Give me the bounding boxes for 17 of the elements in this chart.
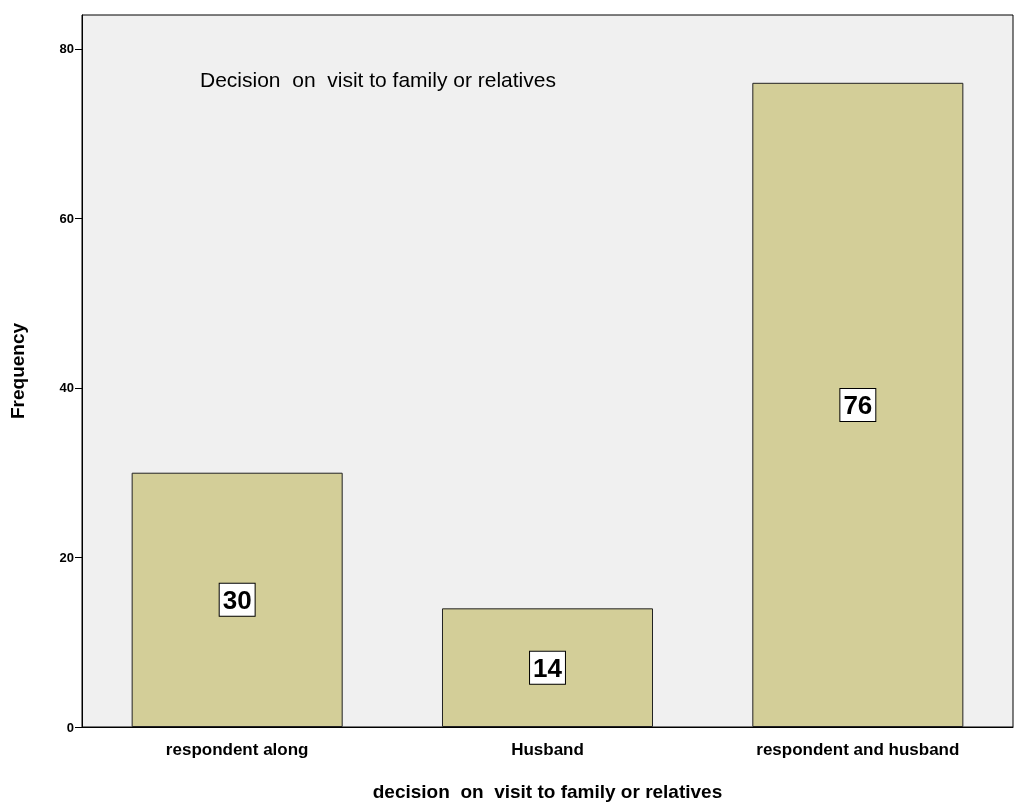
x-axis-title: decision on visit to family or relatives [372, 781, 723, 802]
data-label: 14 [533, 652, 563, 683]
bar [441, 608, 654, 727]
y-axis-title: Frequency [7, 322, 28, 420]
y-tick-label: 0 [66, 719, 74, 735]
y-tick-label: 60 [59, 210, 74, 226]
x-tick-label: Husband [511, 740, 584, 759]
x-tick-label: respondent and husband [756, 740, 960, 759]
bar [131, 472, 343, 727]
y-tick-label: 80 [59, 41, 74, 57]
bar [752, 82, 964, 727]
y-tick-label: 20 [59, 549, 74, 565]
data-label: 76 [843, 389, 873, 420]
x-tick-label: respondent along [165, 740, 309, 759]
y-tick-label: 40 [59, 380, 74, 396]
text: Decision on visit to family or relatives [200, 68, 556, 91]
data-label: 30 [222, 584, 252, 615]
